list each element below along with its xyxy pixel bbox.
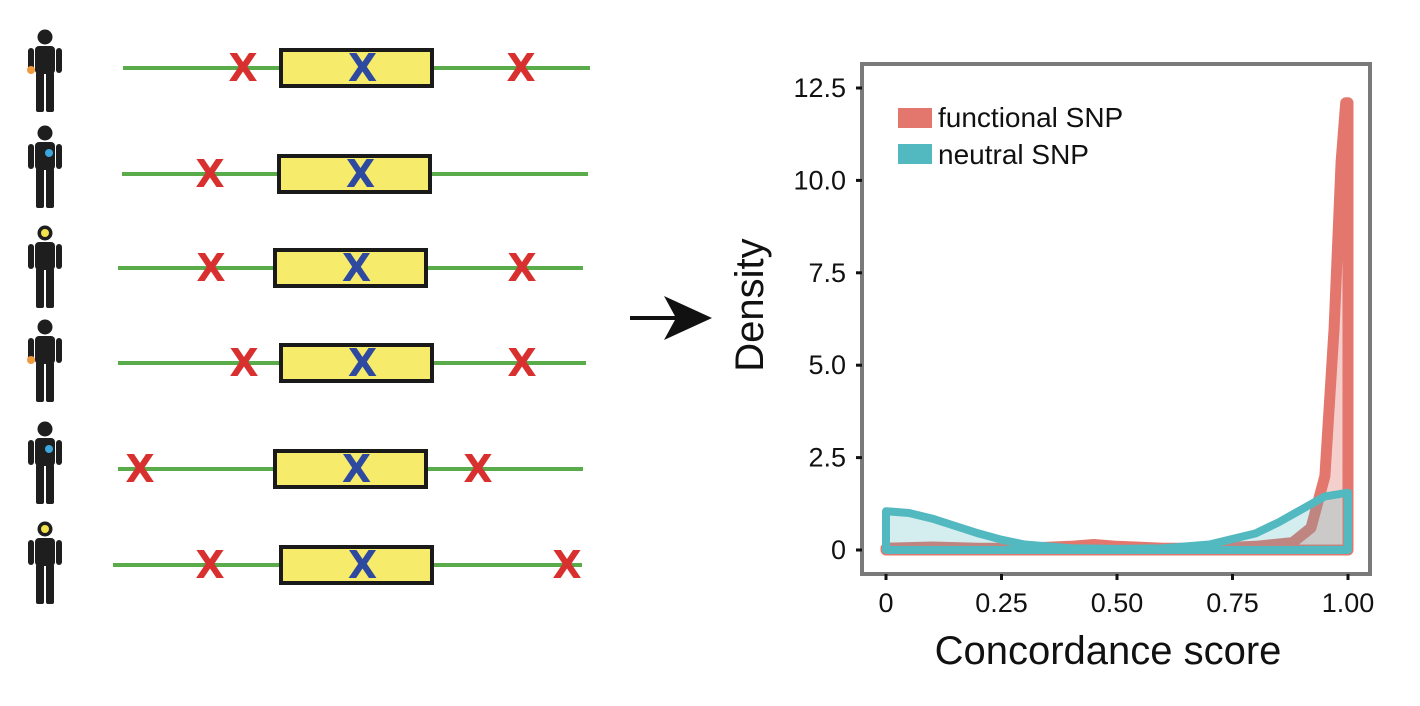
person-icon — [27, 29, 62, 112]
person-icon — [27, 319, 62, 402]
trait-dot — [45, 445, 53, 453]
gene-snp-marker: X — [348, 46, 377, 90]
legend-label-neutral: neutral SNP — [938, 139, 1089, 170]
flanking-snp-marker: X — [507, 341, 536, 385]
x-tick-label: 0.50 — [1091, 588, 1144, 618]
trait-dot — [41, 525, 49, 533]
gene-box — [277, 154, 432, 194]
density-areas — [880, 97, 1354, 556]
gene-box — [273, 248, 428, 288]
person-icon — [28, 421, 62, 504]
gene-box — [279, 343, 434, 383]
y-tick-label: 7.5 — [808, 258, 846, 288]
trait-dot — [27, 66, 35, 74]
trait-dot — [41, 229, 49, 237]
flanking-snp-marker: X — [195, 152, 224, 196]
gene-snp-marker: X — [342, 246, 371, 290]
person-icon — [28, 125, 62, 208]
y-tick-label: 10.0 — [793, 165, 846, 195]
legend-swatch-functional — [898, 108, 932, 128]
flanking-snp-marker: X — [506, 46, 535, 90]
density-chart: 0 2.5 5.0 7.5 10.0 12.5 0 0.25 0.50 0.75 1.00 fun… — [728, 62, 1374, 673]
x-tick-label: 0.75 — [1206, 588, 1259, 618]
person-icon — [28, 225, 62, 308]
x-tick-label: 0.25 — [975, 588, 1028, 618]
legend-label-functional: functional SNP — [938, 102, 1123, 133]
flanking-snp-marker: X — [195, 543, 224, 587]
trait-dot — [27, 356, 35, 364]
y-tick-label: 2.5 — [808, 443, 846, 473]
arrow-right-icon — [630, 296, 712, 340]
flanking-snp-marker: X — [228, 46, 257, 90]
y-tick-label: 5.0 — [808, 350, 846, 380]
x-axis: 0 0.25 0.50 0.75 1.00 — [878, 574, 1374, 618]
flanking-snp-marker: X — [507, 246, 536, 290]
legend-swatch-neutral — [898, 144, 932, 164]
flanking-snp-marker: X — [463, 447, 492, 491]
y-tick-label: 12.5 — [793, 73, 846, 103]
legend: functional SNP neutral SNP — [898, 102, 1123, 170]
haplotype-row: XX — [122, 152, 588, 196]
gene-box — [279, 48, 434, 88]
trait-dot — [45, 149, 53, 157]
gene-snp-marker: X — [348, 543, 377, 587]
person-icon — [28, 521, 62, 604]
y-axis-title: Density — [728, 238, 772, 371]
gene-snp-marker: X — [348, 341, 377, 385]
haplotype-row: XX X — [113, 543, 582, 587]
neutral-snp-density — [882, 488, 1352, 554]
haplotype-row: XX X — [118, 447, 583, 491]
flanking-snp-marker: X — [552, 543, 581, 587]
individuals-panel — [27, 29, 62, 604]
y-axis: 0 2.5 5.0 7.5 10.0 12.5 — [793, 73, 862, 565]
gene-snp-marker: X — [346, 152, 375, 196]
haplotype-row: XX X — [118, 246, 583, 290]
haplotype-row: XX X — [123, 46, 590, 90]
y-tick-label: 0 — [831, 535, 846, 565]
x-axis-title: Concordance score — [935, 629, 1282, 673]
flanking-snp-marker: X — [125, 447, 154, 491]
gene-snp-marker: X — [342, 447, 371, 491]
haplotype-row: XX X — [118, 341, 586, 385]
x-tick-label: 0 — [878, 588, 893, 618]
x-tick-label: 1.00 — [1322, 588, 1375, 618]
gene-box — [273, 449, 428, 489]
gene-box — [279, 545, 434, 585]
flanking-snp-marker: X — [229, 341, 258, 385]
flanking-snp-marker: X — [196, 246, 225, 290]
